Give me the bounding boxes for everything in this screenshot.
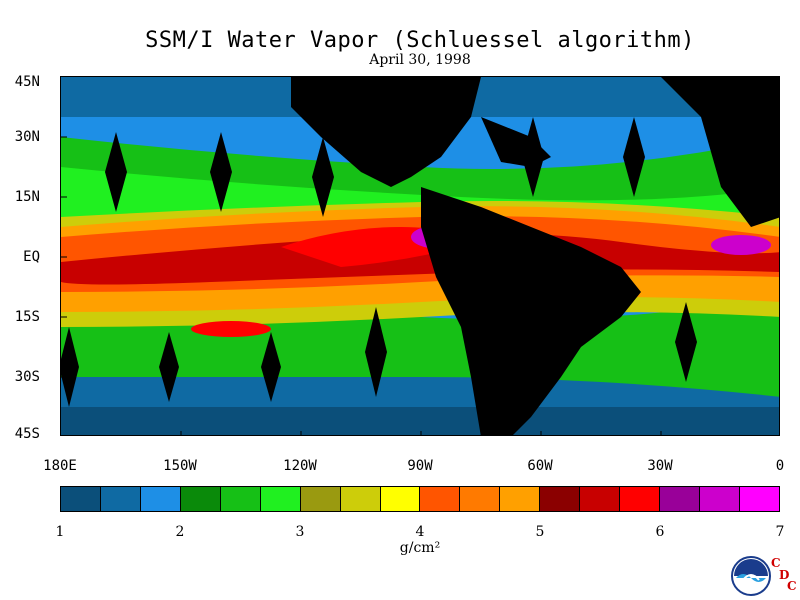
colorbar-segment — [260, 487, 301, 511]
water-vapor-map — [60, 76, 780, 436]
colorbar-segment — [140, 487, 181, 511]
colorbar-tick: 7 — [775, 524, 785, 540]
lon-label-60w: 60W — [527, 458, 553, 474]
colorbar-segment — [61, 487, 101, 511]
colorbar-segment — [500, 487, 541, 511]
lon-label-90w: 90W — [407, 458, 433, 474]
lat-label-15s: 15S — [14, 309, 40, 325]
colorbar-segment — [420, 487, 461, 511]
colorbar-segment — [180, 487, 221, 511]
colorbar-segment — [220, 487, 261, 511]
lon-label-180e: 180E — [43, 458, 77, 474]
lon-label-30w: 30W — [647, 458, 673, 474]
colorbar-tick: 5 — [535, 524, 545, 540]
map-date: April 30, 1998 — [369, 52, 471, 68]
lat-label-15n: 15N — [14, 189, 40, 205]
colorbar-tick: 6 — [655, 524, 665, 540]
colorbar-segment — [660, 487, 700, 511]
colorbar-tick: 2 — [175, 524, 185, 540]
colorbar-segment — [100, 487, 141, 511]
lat-label-30s: 30S — [14, 369, 40, 385]
noaa-logo-icon — [731, 556, 771, 596]
lat-label-45s: 45S — [14, 426, 40, 442]
lat-label-30n: 30N — [14, 129, 40, 145]
cdc-logo-letter: C — [771, 556, 781, 570]
lat-label-eq: EQ — [23, 249, 40, 265]
lon-label-0: 0 — [775, 458, 785, 474]
cdc-logo-letter: C — [787, 579, 797, 593]
lon-label-120w: 120W — [283, 458, 317, 474]
colorbar-segment — [739, 487, 779, 511]
colorbar-segment — [340, 487, 381, 511]
colorbar-segment — [300, 487, 341, 511]
colorbar-segment — [460, 487, 501, 511]
colorbar-tick: 3 — [295, 524, 305, 540]
map-title: SSM/I Water Vapor (Schluessel algorithm) — [145, 28, 695, 53]
colorbar-segment — [540, 487, 581, 511]
colorbar-segment — [580, 487, 621, 511]
colorbar-segment — [700, 487, 740, 511]
colorbar — [60, 486, 780, 512]
colorbar-tick: 1 — [55, 524, 65, 540]
map-canvas — [61, 77, 779, 435]
lat-label-45n: 45N — [14, 74, 40, 90]
colorbar-segment — [620, 487, 661, 511]
colorbar-tick: 4 — [415, 524, 425, 540]
colorbar-unit: g/cm² — [399, 540, 441, 556]
colorbar-segment — [380, 487, 421, 511]
cdc-logo-letter: D — [779, 568, 790, 582]
lon-label-150w: 150W — [163, 458, 197, 474]
